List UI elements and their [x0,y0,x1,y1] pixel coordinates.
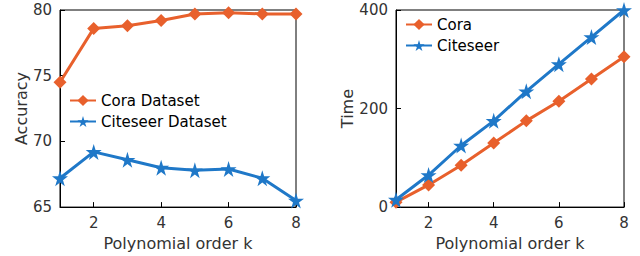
svg-text:Citeseer Dataset: Citeseer Dataset [101,113,227,131]
svg-text:4: 4 [489,214,499,232]
svg-text:200: 200 [359,100,388,118]
svg-text:65: 65 [33,198,52,216]
svg-text:0: 0 [378,198,388,216]
svg-text:Citeseer: Citeseer [437,37,500,55]
svg-text:Time: Time [338,89,357,129]
svg-text:4: 4 [156,214,166,232]
svg-text:2: 2 [424,214,434,232]
svg-text:2: 2 [89,214,99,232]
svg-text:75: 75 [33,67,52,85]
svg-text:6: 6 [554,214,564,232]
svg-text:Cora: Cora [437,16,472,34]
svg-text:Accuracy: Accuracy [12,72,31,145]
svg-text:400: 400 [359,1,388,19]
svg-text:Polynomial order k: Polynomial order k [103,234,253,253]
svg-text:8: 8 [291,214,301,232]
svg-text:8: 8 [619,214,629,232]
svg-text:Cora Dataset: Cora Dataset [101,92,200,110]
svg-text:70: 70 [33,132,52,150]
svg-text:Polynomial order k: Polynomial order k [435,234,585,253]
svg-text:6: 6 [224,214,234,232]
svg-text:80: 80 [33,1,52,19]
